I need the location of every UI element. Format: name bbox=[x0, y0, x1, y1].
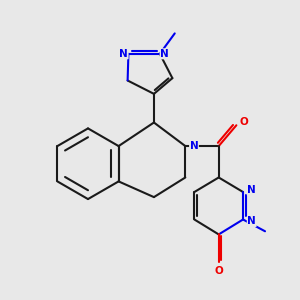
Text: O: O bbox=[214, 266, 223, 275]
Text: N: N bbox=[190, 141, 198, 151]
Text: N: N bbox=[119, 49, 128, 59]
Text: N: N bbox=[247, 185, 256, 195]
Text: O: O bbox=[239, 117, 248, 127]
Text: N: N bbox=[160, 49, 169, 59]
Text: N: N bbox=[247, 217, 256, 226]
